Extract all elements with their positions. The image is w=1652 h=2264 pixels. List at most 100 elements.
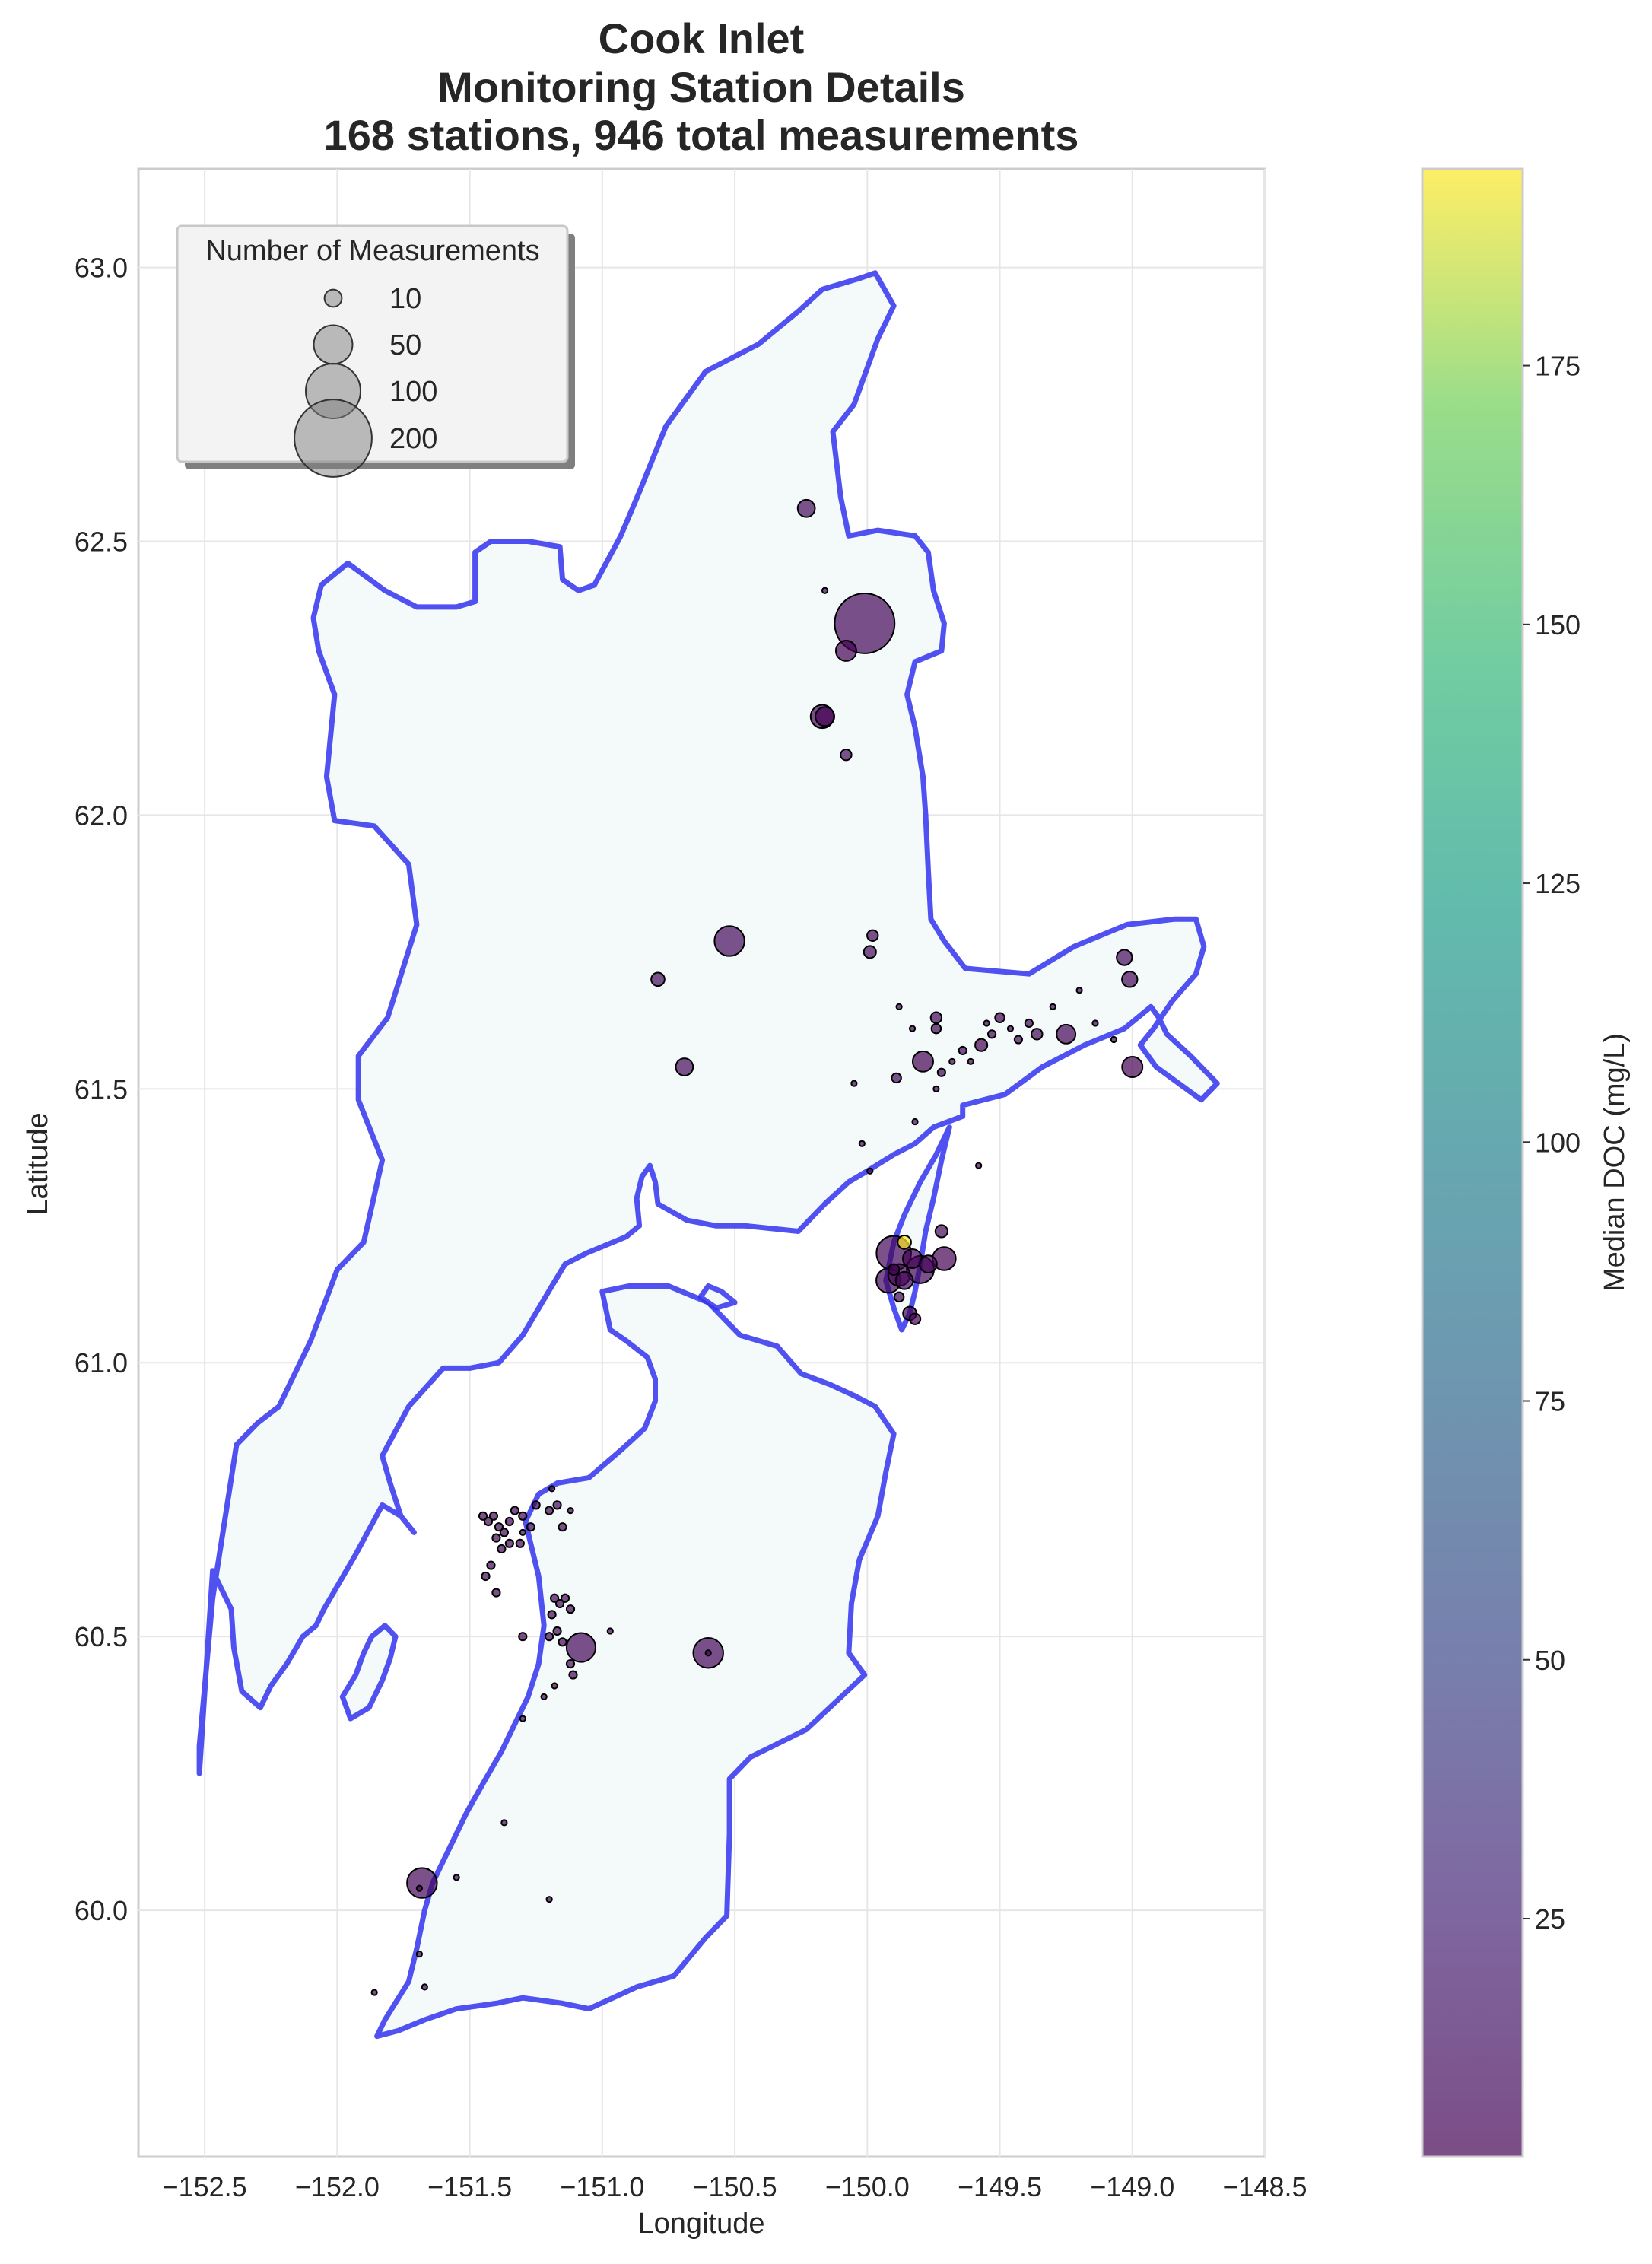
chart-title: Cook Inlet Monitoring Station Details 16…: [324, 14, 1079, 159]
inlet-polygon: [697, 1283, 738, 1311]
station-point: [897, 1235, 912, 1250]
station-point: [974, 1038, 989, 1052]
legend-entry-label: 200: [389, 423, 437, 455]
station-point: [895, 1003, 903, 1010]
y-axis-label: Latitude: [22, 1112, 54, 1215]
station-point: [504, 1516, 514, 1527]
y-axis-ticks: 60.0 60.5 61.0 61.5 62.0 62.5 63.0: [75, 253, 128, 1927]
station-point: [500, 1819, 508, 1827]
station-point: [975, 1162, 983, 1169]
x-tick-label: −149.5: [958, 2171, 1042, 2202]
station-point: [936, 1067, 946, 1077]
colorbar-tick-label: 25: [1535, 1903, 1565, 1935]
colorbar-tick-label: 125: [1535, 868, 1581, 899]
station-point: [704, 1649, 712, 1657]
station-points: [370, 498, 1144, 1996]
station-point: [510, 1506, 519, 1515]
station-point: [552, 1500, 562, 1510]
x-tick-label: −151.5: [427, 2171, 512, 2202]
station-point: [1110, 1035, 1117, 1044]
y-tick-label: 61.0: [75, 1347, 128, 1378]
station-point: [912, 1050, 934, 1073]
x-axis-ticks: −152.5 −152.0 −151.5 −151.0 −150.5 −150.0 −149…: [163, 2171, 1307, 2202]
station-point: [552, 1626, 562, 1636]
station-point: [834, 593, 896, 654]
x-tick-label: −152.0: [295, 2171, 380, 2202]
y-tick-label: 60.0: [75, 1895, 128, 1926]
station-point: [560, 1593, 570, 1603]
station-point: [515, 1538, 525, 1548]
station-point: [550, 1593, 560, 1603]
station-point: [796, 498, 816, 518]
station-point: [1013, 1035, 1024, 1045]
station-point: [565, 1604, 576, 1614]
station-point: [415, 1884, 423, 1892]
colorbar: 25 50 75 100 125 150 175 Median DOC (mg/L): [1421, 167, 1631, 2158]
legend-entry-label: 50: [389, 329, 421, 361]
station-point: [558, 1637, 567, 1647]
station-point: [494, 1522, 504, 1532]
station-point: [545, 1896, 553, 1903]
station-point: [545, 1632, 554, 1642]
station-point: [1121, 971, 1139, 988]
y-tick-label: 61.5: [75, 1073, 128, 1105]
station-point: [421, 1983, 428, 1991]
station-point: [478, 1511, 488, 1521]
station-point: [1075, 987, 1083, 994]
station-point: [858, 1140, 866, 1147]
station-point: [568, 1670, 578, 1680]
station-point: [547, 1610, 557, 1620]
size-legend: Number of Measurements 10 50 100 200: [176, 224, 575, 478]
legend-entries: 10 50 100 200: [294, 283, 437, 478]
station-point: [967, 1057, 974, 1065]
station-point: [983, 1019, 990, 1027]
station-point: [491, 1533, 501, 1543]
legend-marker: [323, 288, 343, 308]
station-point: [821, 587, 829, 594]
station-point: [948, 1057, 956, 1065]
legend-box: [176, 224, 569, 463]
station-point: [1024, 1018, 1034, 1029]
chart-title-line-1: Cook Inlet: [599, 14, 805, 62]
station-point: [565, 1659, 576, 1669]
station-point: [986, 1029, 997, 1039]
station-point: [650, 971, 666, 987]
y-tick-label: 63.0: [75, 253, 128, 284]
x-tick-label: −149.0: [1090, 2171, 1174, 2202]
station-point: [519, 1715, 526, 1722]
station-point: [519, 1528, 526, 1536]
station-point: [504, 1538, 514, 1548]
station-point: [567, 1506, 574, 1515]
station-point: [415, 1951, 423, 1958]
station-point: [606, 1627, 614, 1635]
station-point: [908, 1025, 917, 1032]
inlet-polygon: [339, 1623, 399, 1722]
station-point: [548, 1485, 556, 1493]
station-point: [866, 1167, 874, 1175]
station-point: [406, 1867, 438, 1899]
station-point: [919, 1254, 938, 1274]
station-point: [499, 1528, 509, 1537]
chart-title-line-2: Monitoring Station Details: [437, 63, 965, 111]
chart-title-line-3: 168 stations, 946 total measurements: [324, 111, 1079, 159]
station-point: [834, 639, 857, 662]
inlet-boundary: [196, 270, 1220, 2040]
station-point: [713, 925, 745, 957]
station-point: [850, 1080, 858, 1087]
x-tick-label: −148.5: [1222, 2171, 1307, 2202]
station-point: [894, 1270, 914, 1290]
x-tick-label: −150.5: [692, 2171, 777, 2202]
colorbar-gradient: [1421, 167, 1524, 2158]
station-point: [554, 1598, 565, 1609]
y-tick-label: 60.5: [75, 1621, 128, 1652]
station-point: [518, 1632, 528, 1642]
station-point: [911, 1118, 919, 1126]
station-point: [488, 1511, 499, 1521]
station-point: [893, 1291, 905, 1303]
station-point: [453, 1874, 460, 1881]
station-point: [994, 1012, 1005, 1023]
station-point: [934, 1224, 948, 1239]
station-point: [526, 1522, 535, 1532]
legend-marker: [313, 324, 354, 365]
station-point: [1049, 1003, 1056, 1010]
